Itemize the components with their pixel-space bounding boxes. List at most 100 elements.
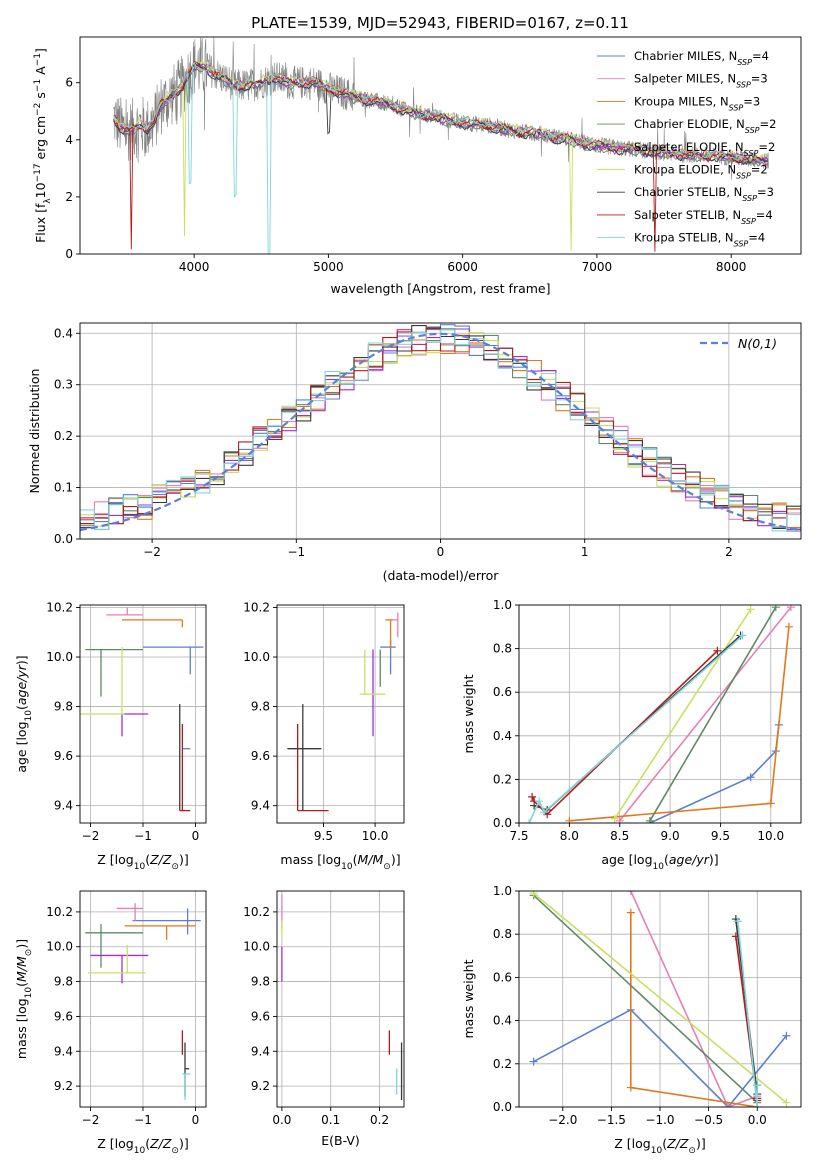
y-tick-label: 6 [65, 76, 73, 90]
series-line [619, 606, 792, 822]
plot-area [529, 891, 791, 1107]
y-tick-label: 10.2 [46, 905, 73, 919]
errorbar-point-salpeter-elodie [90, 954, 149, 984]
y-tick-label: 0.4 [493, 729, 512, 743]
panel-mass-vs-Z: −2 −1 0 9.2 9.4 9.6 9.8 10.0 10.2 Z [log10(Z/Z⊙)]… [14, 890, 207, 1156]
errorbar-point-chabrier-elodie [85, 648, 143, 697]
y-tick-label: 0.8 [493, 927, 512, 941]
series-chabrier-elodie [645, 605, 780, 823]
x-tick-label: −1 [134, 1113, 152, 1127]
x-tick-label: 9.5 [711, 829, 730, 843]
errorbar-point-kroupa-miles [124, 925, 196, 940]
series-point-marker [525, 819, 534, 823]
y-tick-label: 9.2 [251, 1079, 270, 1093]
figure-title: PLATE=1539, MJD=52943, FIBERID=0167, z=0… [251, 14, 629, 32]
y-axis-label: mass weight [461, 674, 476, 753]
plot-area [525, 605, 795, 823]
series-point-marker [733, 917, 742, 926]
series-chabrier-miles [529, 1005, 791, 1107]
legend-label: Chabrier ELODIE, NSSP=2 [634, 117, 776, 135]
errorbar-point-kroupa-stelib [182, 1073, 191, 1101]
errorbar-point-kroupa-elodie [87, 945, 146, 974]
y-tick-label: 0.2 [493, 1057, 512, 1071]
series-point-marker [746, 605, 755, 614]
errorbar-point-kroupa-elodie [359, 649, 386, 695]
plot-area [281, 894, 403, 1101]
x-axis-label: Z [log10(Z/Z⊙)] [97, 1136, 188, 1156]
axes-frame [276, 604, 405, 824]
plot-area [80, 607, 204, 812]
y-tick-label: 10.2 [46, 600, 73, 614]
x-tick-label: −2 [82, 829, 100, 843]
y-tick-label: 0.1 [54, 481, 73, 495]
gaussian-curve [80, 332, 801, 532]
series-point-marker [784, 622, 793, 631]
series-point-marker [615, 816, 624, 823]
legend-label: Kroupa MILES, NSSP=3 [634, 94, 760, 112]
y-tick-label: 10.0 [243, 650, 270, 664]
series-line [533, 894, 758, 1104]
series-point-marker [766, 799, 775, 808]
x-tick-label: 0.0 [272, 1113, 291, 1127]
x-tick-label: 8.0 [560, 829, 579, 843]
errorbar-point-salpeter-stelib [179, 723, 191, 812]
errorbar-point-salpeter-stelib [297, 723, 329, 812]
plot-area [287, 612, 399, 812]
x-tick-label: −1 [287, 545, 305, 559]
series-kroupa-elodie [610, 605, 755, 823]
histogram-kroupa-stelib [80, 329, 801, 532]
axes-frame [79, 36, 802, 255]
series-kroupa-stelib [733, 917, 762, 1107]
y-tick-label: 0.2 [54, 429, 73, 443]
series-point-marker [535, 797, 544, 806]
series-point-marker [753, 1081, 762, 1090]
x-tick-label: −1.5 [597, 1113, 626, 1127]
x-tick-label: 0.1 [321, 1113, 340, 1127]
series-kroupa-stelib [525, 631, 747, 823]
y-tick-label: 9.6 [251, 1009, 270, 1023]
x-tick-label: 0 [192, 1113, 200, 1127]
legend-label: Kroupa ELODIE, NSSP=2 [634, 163, 768, 181]
series-point-marker [529, 1057, 538, 1066]
y-tick-label: 9.6 [251, 749, 270, 763]
y-tick-label: 9.4 [54, 799, 73, 813]
series-point-marker [626, 1083, 635, 1092]
series-line [528, 634, 744, 823]
series-line [614, 608, 752, 820]
x-tick-label: 8000 [716, 260, 747, 274]
y-axis-label: mass weight [461, 959, 476, 1038]
series-line [630, 891, 758, 1107]
errorbar-point-salpeter-elodie [121, 713, 149, 737]
series-salpeter-miles [615, 605, 795, 823]
panel-mass-vs-EBV: 0.0 0.1 0.2 9.2 9.4 9.6 9.8 10.0 10.2 E(B-V) [243, 890, 405, 1148]
x-axis-label: wavelength [Angstrom, rest frame] [330, 281, 550, 296]
x-tick-label: 5000 [313, 260, 344, 274]
legend-label: Salpeter ELODIE, NSSP=2 [634, 140, 775, 158]
x-tick-label: 0.0 [748, 1113, 767, 1127]
series-point-marker [626, 908, 635, 917]
series-point-marker [753, 1103, 762, 1107]
y-tick-label: 0.0 [493, 1100, 512, 1114]
series-line [531, 650, 718, 816]
x-tick-label: 2 [725, 545, 733, 559]
axes-frame [276, 890, 405, 1108]
panel-weight-vs-age: 7.5 8.0 8.5 9.0 9.5 10.0 0.0 0.2 0.4 0.6 0.8 1.0 age… [461, 598, 802, 872]
y-tick-label: 9.6 [54, 749, 73, 763]
errorbar-point-kroupa-miles [122, 619, 184, 628]
panel-histogram: −2 −1 0 1 2 0.0 0.1 0.2 0.3 0.4 (data-model)/error… [27, 322, 802, 583]
x-tick-label: 4000 [179, 260, 210, 274]
panel-age-vs-mass: 9.5 10.0 9.4 9.6 9.8 10.0 10.2 mass [log10(M/M⊙… [243, 600, 405, 872]
model-spectrum-chabrier-stelib [113, 62, 768, 166]
series-point-marker [786, 605, 795, 612]
x-axis-label: (data-model)/error [383, 568, 500, 583]
plot-area [80, 324, 801, 535]
y-tick-label: 0 [65, 247, 73, 261]
series-point-marker [565, 816, 574, 823]
x-axis-label: Z [log10(Z/Z⊙)] [614, 1136, 705, 1156]
errorbar-point-salpeter-miles [392, 612, 399, 638]
series-point-marker [713, 646, 722, 655]
y-tick-label: 1.0 [493, 884, 512, 898]
errorbar-point-kroupa-elodie [80, 647, 125, 715]
x-axis-label: E(B-V) [321, 1133, 360, 1148]
